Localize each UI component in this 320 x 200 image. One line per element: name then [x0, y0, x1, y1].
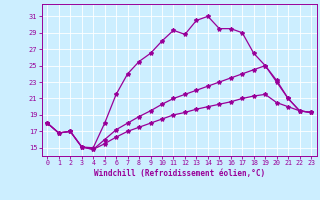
X-axis label: Windchill (Refroidissement éolien,°C): Windchill (Refroidissement éolien,°C) — [94, 169, 265, 178]
